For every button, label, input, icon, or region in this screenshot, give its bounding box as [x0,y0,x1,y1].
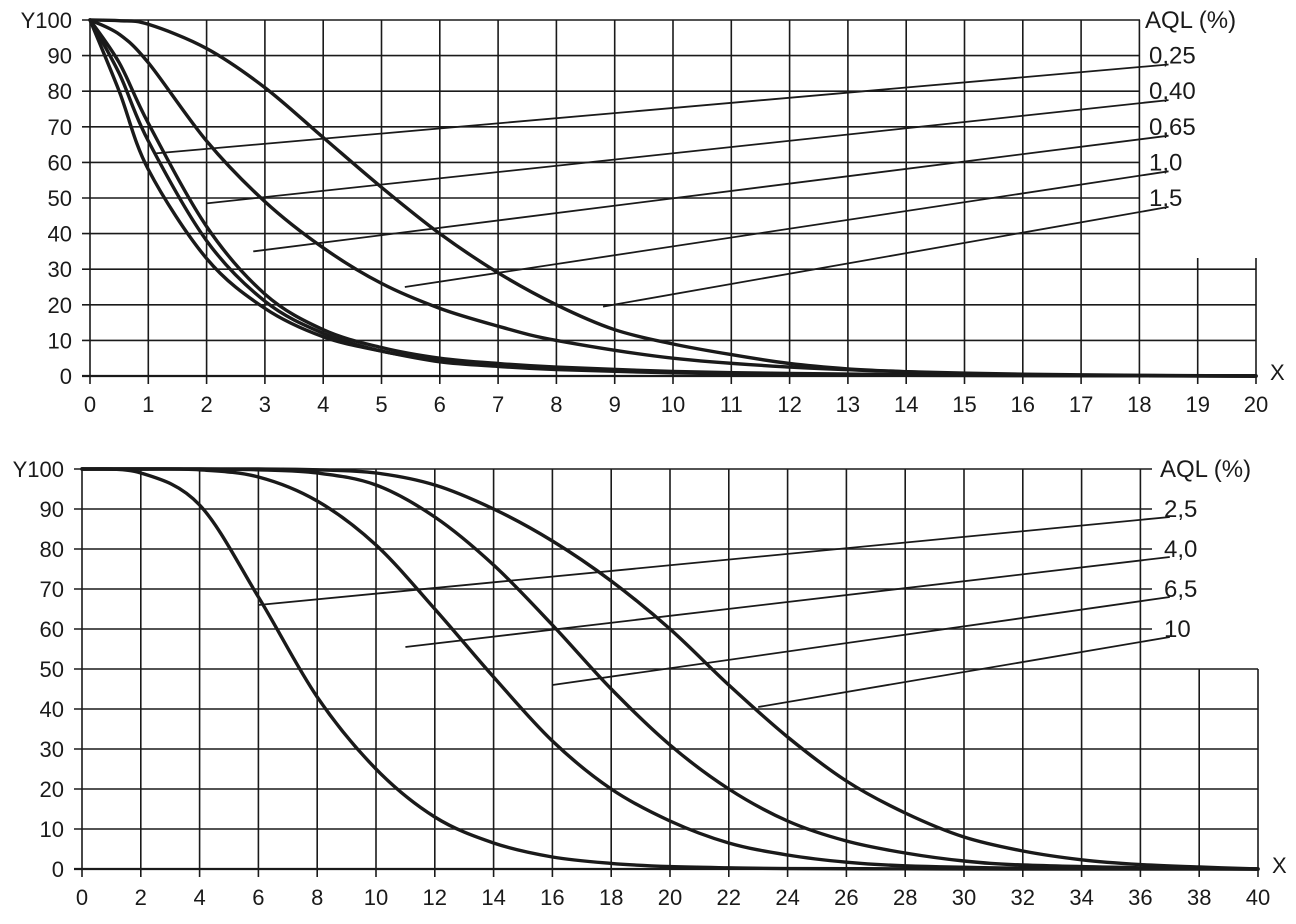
bottom-gridlines [74,468,1259,877]
bottom-y-tick-0: 0 [52,857,64,882]
bottom-x-tick-12: 12 [423,885,447,910]
bottom-legend-labels: 2,5 4,0 6,5 10 [1164,496,1197,643]
top-x-tick-20: 20 [1244,392,1268,417]
top-leader-3 [404,170,1169,288]
top-x-tick-17: 17 [1069,392,1093,417]
bottom-leader-0 [258,516,1170,606]
top-x-tick-9: 9 [609,392,621,417]
top-y-tick-100: Y100 [21,8,72,33]
top-y-tick-60: 60 [48,150,72,175]
top-x-tick-7: 7 [492,392,504,417]
top-y-tick-20: 20 [48,293,72,318]
bottom-x-tick-4: 4 [193,885,205,910]
top-series-4 [88,18,1258,378]
top-x-tick-1: 1 [142,392,154,417]
bottom-x-tick-20: 20 [658,885,682,910]
top-gridlines [82,19,1257,384]
bottom-series-3 [80,467,1260,871]
bottom-x-tick-34: 34 [1069,885,1093,910]
top-x-tick-14: 14 [894,392,918,417]
top-y-tick-labels: 0 10 20 30 40 50 60 70 80 90 Y100 [21,8,72,389]
top-x-tick-12: 12 [777,392,801,417]
top-legend-labels: 0,250,400,651,01,5 [1149,43,1196,212]
bottom-leader-1 [405,556,1170,648]
bottom-x-axis-label: X [1272,853,1287,878]
top-legend-title: AQL (%) [1145,7,1236,34]
bottom-y-tick-70: 70 [40,577,64,602]
bottom-x-tick-labels: 0 2 4 6 8 10 12 14 16 18 20 22 24 26 28 30 32 34 36 38 40 [76,885,1270,910]
bottom-x-tick-30: 30 [952,885,976,910]
bottom-y-tick-20: 20 [40,777,64,802]
bottom-x-tick-26: 26 [834,885,858,910]
top-x-tick-16: 16 [1011,392,1035,417]
bottom-legend-title: AQL (%) [1160,456,1251,483]
bottom-legend-label-3: 10 [1164,616,1191,643]
bottom-series-curves [80,467,1260,871]
bottom-y-tick-100: Y100 [13,457,64,482]
top-x-tick-2: 2 [200,392,212,417]
bottom-y-tick-10: 10 [40,817,64,842]
bottom-y-tick-80: 80 [40,537,64,562]
top-x-tick-11: 11 [720,392,743,417]
top-y-tick-80: 80 [48,79,72,104]
bottom-leader-3 [758,636,1170,708]
top-y-tick-0: 0 [60,364,72,389]
top-leader-lines [154,63,1169,308]
top-x-tick-13: 13 [836,392,860,417]
bottom-x-tick-24: 24 [775,885,799,910]
top-x-tick-6: 6 [434,392,446,417]
bottom-legend-label-0: 2,5 [1164,496,1197,523]
bottom-x-tick-28: 28 [893,885,917,910]
bottom-x-tick-22: 22 [717,885,741,910]
bottom-y-tick-30: 30 [40,737,64,762]
bottom-y-tick-50: 50 [40,657,64,682]
bottom-y-tick-90: 90 [40,497,64,522]
top-x-tick-4: 4 [317,392,329,417]
bottom-x-tick-36: 36 [1128,885,1152,910]
bottom-x-tick-8: 8 [311,885,323,910]
bottom-y-tick-60: 60 [40,617,64,642]
top-y-tick-40: 40 [48,222,72,247]
top-leader-2 [253,134,1169,253]
top-x-tick-19: 19 [1185,392,1209,417]
top-x-tick-10: 10 [661,392,685,417]
top-x-tick-18: 18 [1127,392,1151,417]
top-y-tick-10: 10 [48,328,72,353]
top-x-tick-15: 15 [952,392,976,417]
top-x-tick-labels: 0 1 2 3 4 5 6 7 8 9 10 11 12 13 14 15 16 17 18 19 20 [84,392,1268,417]
bottom-x-tick-2: 2 [135,885,147,910]
top-x-tick-3: 3 [259,392,271,417]
bottom-leader-2 [552,596,1170,686]
bottom-chart: 0 2 4 6 8 10 12 14 16 18 20 22 24 26 28 30 32 34 36 38 40010… [13,456,1287,910]
top-x-axis-label: X [1270,360,1285,385]
bottom-y-tick-40: 40 [40,697,64,722]
bottom-x-tick-10: 10 [364,885,388,910]
top-x-tick-5: 5 [375,392,387,417]
bottom-x-tick-16: 16 [540,885,564,910]
top-x-tick-8: 8 [550,392,562,417]
bottom-legend-label-2: 6,5 [1164,576,1197,603]
bottom-x-tick-0: 0 [76,885,88,910]
top-leader-4 [602,206,1169,308]
top-leader-1 [206,99,1169,205]
top-x-tick-0: 0 [84,392,96,417]
top-y-tick-90: 90 [48,44,72,69]
bottom-x-tick-6: 6 [252,885,264,910]
bottom-leader-lines [258,516,1170,708]
top-y-tick-30: 30 [48,257,72,282]
top-series-curves [88,18,1258,378]
top-chart: 0 1 2 3 4 5 6 7 8 9 10 11 12 13 14 15 16 17 18 19 2001020304… [21,7,1285,417]
top-leader-0 [154,63,1169,155]
bottom-x-tick-40: 40 [1246,885,1270,910]
bottom-x-tick-14: 14 [481,885,505,910]
top-y-tick-50: 50 [48,186,72,211]
top-y-tick-70: 70 [48,115,72,140]
bottom-legend-label-1: 4,0 [1164,536,1197,563]
bottom-y-tick-labels: 0 10 20 30 40 50 60 70 80 90 Y100 [13,457,64,882]
bottom-x-tick-38: 38 [1187,885,1211,910]
bottom-x-tick-32: 32 [1011,885,1035,910]
bottom-x-tick-18: 18 [599,885,623,910]
bottom-series-1 [80,467,1260,871]
